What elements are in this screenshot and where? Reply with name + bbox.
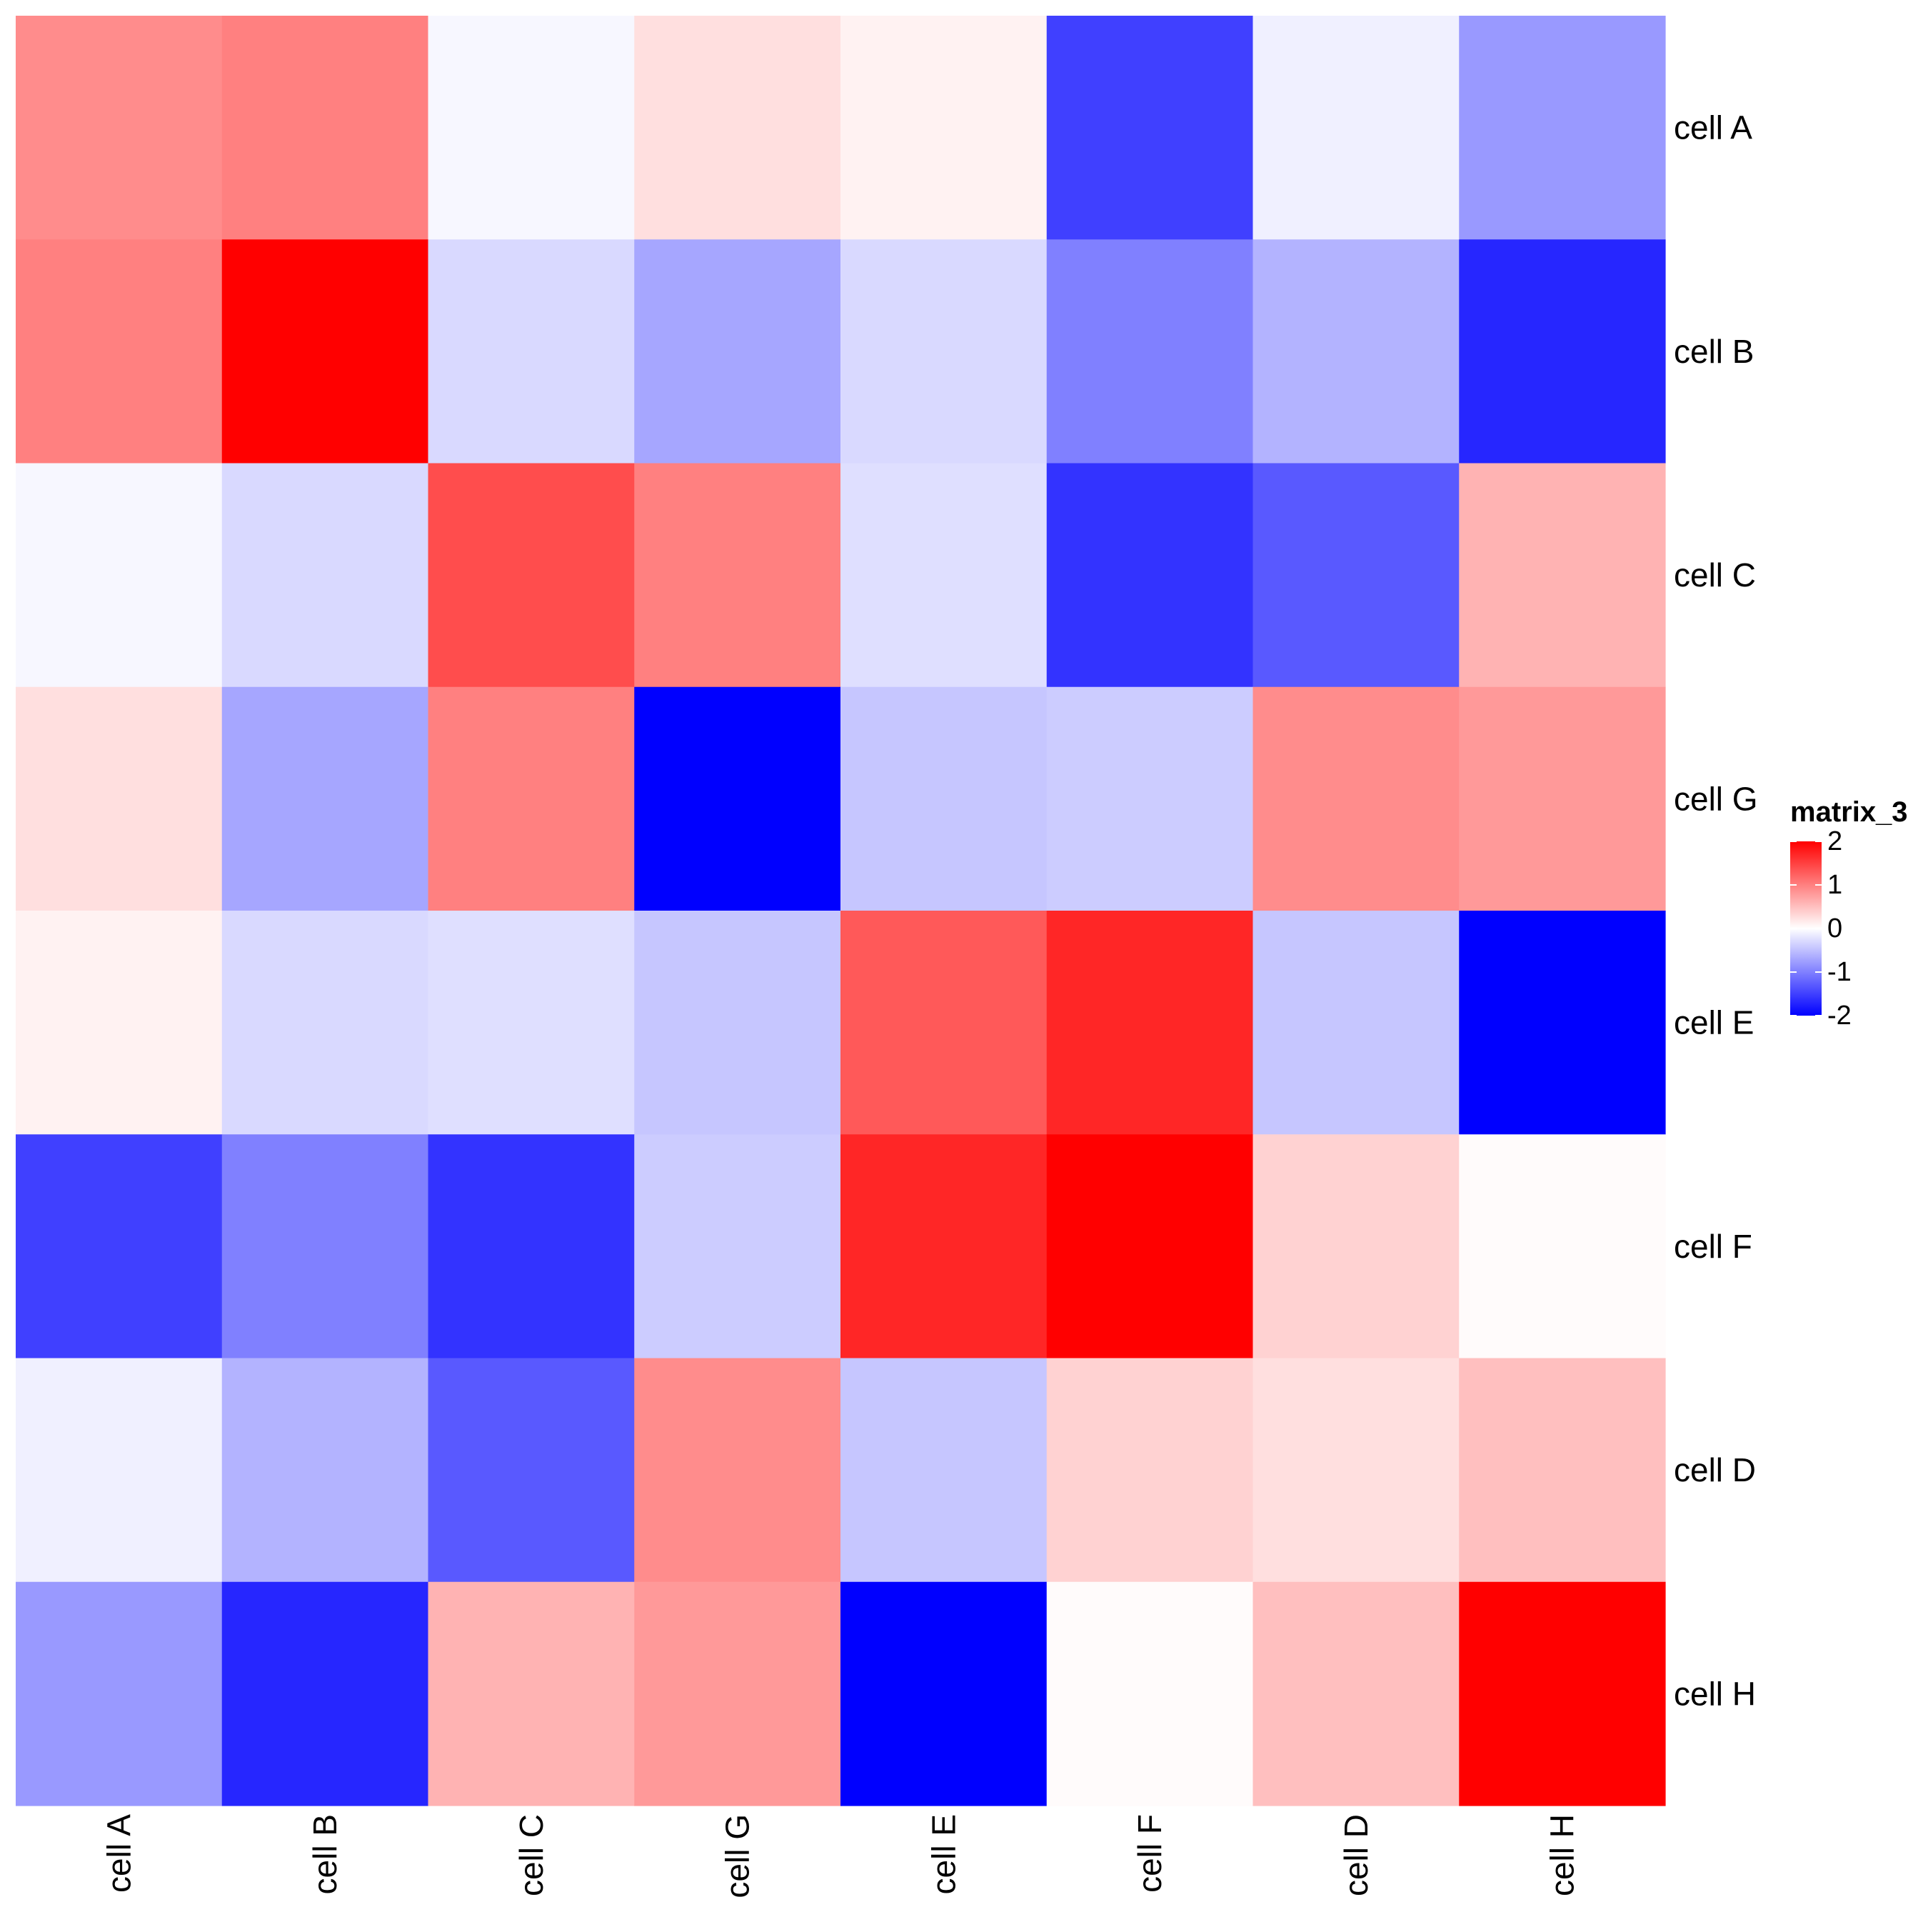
column-label: cell A bbox=[100, 1814, 137, 1893]
heatmap-cell bbox=[1046, 16, 1254, 240]
column-labels: cell A cell B cell C cell G cell E cell F cell… bbox=[100, 1814, 1580, 1898]
heatmap-cell bbox=[840, 463, 1048, 688]
heatmap-cell bbox=[634, 463, 841, 688]
heatmap-cell bbox=[16, 463, 223, 688]
heatmap-cell bbox=[840, 686, 1048, 911]
column-label: cell H bbox=[1544, 1814, 1581, 1896]
heatmap-cell bbox=[1252, 16, 1460, 240]
heatmap-cell bbox=[1459, 463, 1666, 688]
legend-title: matrix_3 bbox=[1790, 796, 1908, 828]
heatmap-cell bbox=[1252, 1134, 1460, 1359]
row-label: cell B bbox=[1674, 333, 1754, 370]
heatmap-cell bbox=[1252, 1581, 1460, 1806]
heatmap-cell bbox=[428, 239, 635, 464]
heatmap-cell bbox=[634, 1358, 841, 1583]
column-label: cell F bbox=[1131, 1814, 1168, 1893]
heatmap-cells bbox=[16, 16, 1666, 1806]
heatmap-cell bbox=[1459, 1358, 1666, 1583]
heatmap-cell bbox=[221, 686, 429, 911]
heatmap-cell bbox=[428, 911, 635, 1135]
row-label: cell A bbox=[1674, 109, 1752, 146]
heatmap-cell bbox=[221, 911, 429, 1135]
heatmap-cell bbox=[16, 1358, 223, 1583]
heatmap-cell bbox=[221, 1134, 429, 1359]
heatmap-cell bbox=[1046, 1134, 1254, 1359]
heatmap-cell bbox=[634, 16, 841, 240]
heatmap-cell bbox=[428, 1581, 635, 1806]
heatmap-cell bbox=[1459, 1581, 1666, 1806]
heatmap-cell bbox=[221, 1358, 429, 1583]
row-label: cell C bbox=[1674, 556, 1756, 594]
heatmap-cell bbox=[1046, 1581, 1254, 1806]
heatmap-cell bbox=[1252, 239, 1460, 464]
heatmap-cell bbox=[428, 463, 635, 688]
heatmap-cell bbox=[1046, 463, 1254, 688]
heatmap-cell bbox=[428, 686, 635, 911]
legend-tick-label: 1 bbox=[1827, 870, 1842, 900]
heatmap-cell bbox=[634, 1581, 841, 1806]
heatmap-cell bbox=[16, 16, 223, 240]
heatmap-cell bbox=[16, 911, 223, 1135]
row-label: cell D bbox=[1674, 1451, 1756, 1488]
heatmap-cell bbox=[634, 239, 841, 464]
heatmap-cell bbox=[1459, 911, 1666, 1135]
column-label: cell C bbox=[513, 1814, 550, 1896]
heatmap-cell bbox=[221, 16, 429, 240]
heatmap-cell bbox=[1046, 911, 1254, 1135]
heatmap-cell bbox=[1252, 686, 1460, 911]
row-label: cell F bbox=[1674, 1228, 1752, 1265]
heatmap-cell bbox=[840, 1134, 1048, 1359]
heatmap-cell bbox=[840, 239, 1048, 464]
heatmap-cell bbox=[1046, 686, 1254, 911]
heatmap-cell bbox=[634, 686, 841, 911]
heatmap-cell bbox=[840, 911, 1048, 1135]
heatmap-cell bbox=[840, 1581, 1048, 1806]
heatmap-cell bbox=[428, 1358, 635, 1583]
color-legend: matrix_32 1 0 -1 -2 bbox=[1790, 796, 1908, 1031]
legend-tick-label: 2 bbox=[1827, 826, 1842, 856]
row-label: cell E bbox=[1674, 1004, 1754, 1041]
heatmap-cell bbox=[221, 1581, 429, 1806]
row-label: cell G bbox=[1674, 780, 1758, 817]
heatmap-cell bbox=[1046, 1358, 1254, 1583]
heatmap-cell bbox=[221, 239, 429, 464]
heatmap-cell bbox=[1459, 16, 1666, 240]
heatmap-cell bbox=[16, 686, 223, 911]
heatmap-cell bbox=[840, 1358, 1048, 1583]
heatmap-cell bbox=[1252, 1358, 1460, 1583]
row-labels: cell A cell B cell C cell G cell E cell F cell… bbox=[1674, 109, 1758, 1713]
heatmap-cell bbox=[428, 1134, 635, 1359]
heatmap-cell bbox=[1252, 463, 1460, 688]
heatmap-cell bbox=[1459, 1134, 1666, 1359]
heatmap-cell bbox=[634, 1134, 841, 1359]
heatmap-cell bbox=[16, 239, 223, 464]
column-label: cell E bbox=[925, 1814, 962, 1894]
heatmap-cell bbox=[1046, 239, 1254, 464]
column-label: cell D bbox=[1337, 1814, 1375, 1896]
heatmap-cell bbox=[428, 16, 635, 240]
column-label: cell B bbox=[306, 1814, 343, 1894]
column-label: cell G bbox=[719, 1814, 756, 1898]
legend-tick-label: -2 bbox=[1827, 1001, 1852, 1031]
heatmap-cell bbox=[1459, 239, 1666, 464]
legend-tick-label: 0 bbox=[1827, 914, 1842, 944]
heatmap-cell bbox=[634, 911, 841, 1135]
row-label: cell H bbox=[1674, 1675, 1756, 1712]
heatmap-cell bbox=[1459, 686, 1666, 911]
heatmap-cell bbox=[840, 16, 1048, 240]
heatmap-cell bbox=[1252, 911, 1460, 1135]
heatmap-cell bbox=[16, 1581, 223, 1806]
heatmap-cell bbox=[221, 463, 429, 688]
legend-tick-label: -1 bbox=[1827, 957, 1852, 987]
heatmap-cell bbox=[16, 1134, 223, 1359]
